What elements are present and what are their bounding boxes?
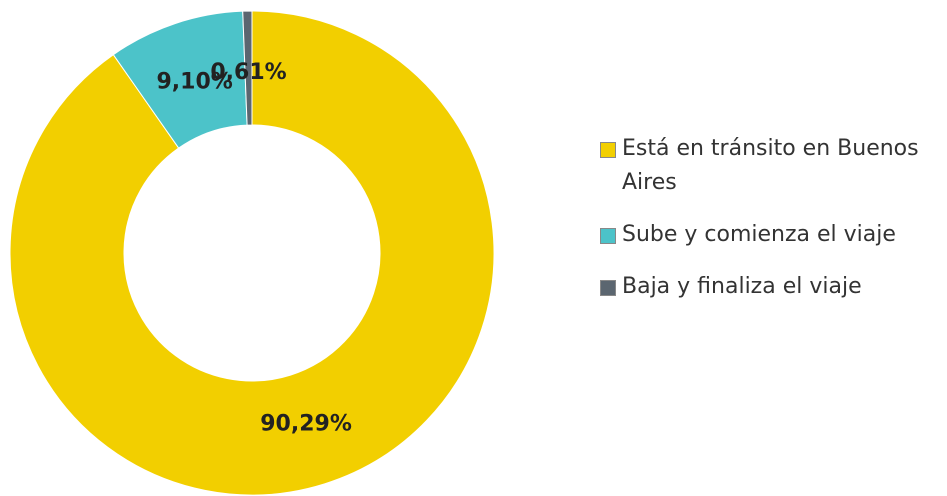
legend: Está en tránsito en Buenos Aires Sube y c… <box>600 132 945 322</box>
legend-swatch <box>600 280 616 296</box>
legend-item: Está en tránsito en Buenos Aires <box>600 132 945 200</box>
donut-slice <box>9 10 495 496</box>
data-label: 90,29% <box>260 412 352 437</box>
data-label: 9,10% <box>156 69 232 94</box>
legend-label: Baja y finaliza el viaje <box>622 274 862 299</box>
legend-item: Baja y finaliza el viaje <box>600 270 945 304</box>
legend-swatch <box>600 228 616 244</box>
legend-label: Está en tránsito en Buenos Aires <box>622 136 919 195</box>
chart: 90,29% 9,10%0,61% <box>9 10 495 496</box>
donut-slice <box>242 10 253 126</box>
data-label: 0,61% <box>210 60 286 85</box>
legend-item: Sube y comienza el viaje <box>600 218 945 252</box>
legend-swatch <box>600 142 616 158</box>
legend-label: Sube y comienza el viaje <box>622 222 896 247</box>
